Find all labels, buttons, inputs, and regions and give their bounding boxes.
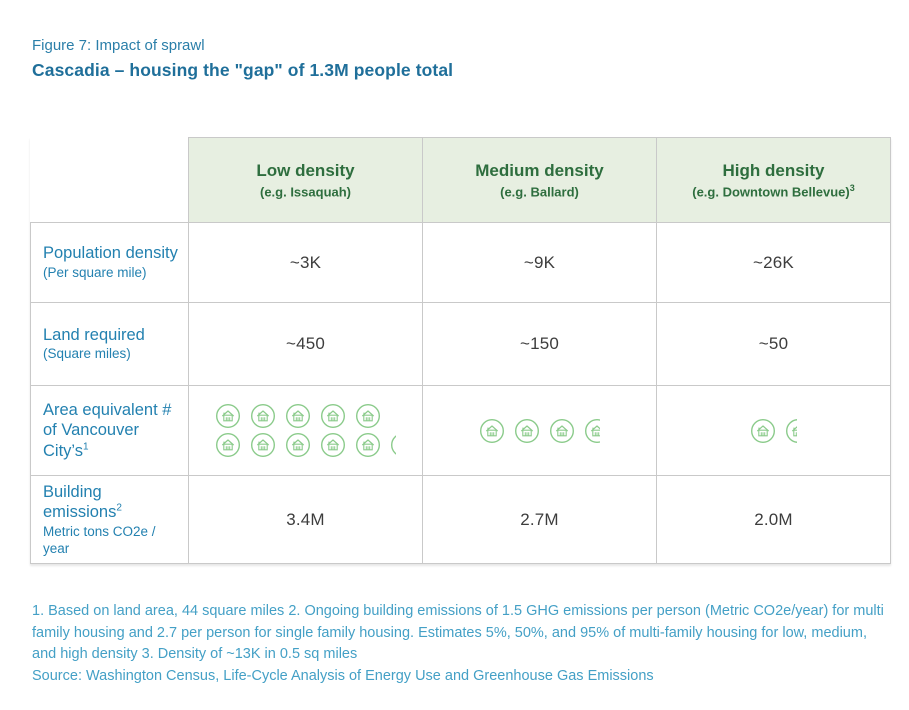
cell-land-medium: ~150 <box>422 302 657 386</box>
house-icon <box>250 432 276 458</box>
cell-population-low: ~3K <box>188 222 423 303</box>
column-title: Medium density <box>475 161 604 181</box>
house-icon-group <box>750 418 797 444</box>
corner-spacer <box>31 138 189 223</box>
row-label-subtitle: (Square miles) <box>43 346 131 362</box>
row-label-building-emissions: Building emissions2 Metric tons CO2e / y… <box>30 475 189 564</box>
column-header-high-density: High density (e.g. Downtown Bellevue)3 <box>656 137 891 223</box>
table-row-area-equivalent: Area equivalent # of Vancouver City’s1 <box>30 385 891 476</box>
cell-area-medium-icons <box>422 385 657 476</box>
row-label-title: Building emissions2 <box>43 482 122 522</box>
house-icon-group <box>479 418 600 444</box>
cell-area-high-icons <box>656 385 891 476</box>
title-block: Figure 7: Impact of sprawl Cascadia – ho… <box>32 36 453 81</box>
partial-house-icon <box>390 432 396 458</box>
house-icon <box>215 432 241 458</box>
house-icon <box>479 418 505 443</box>
row-label-population-density: Population density (Per square mile) <box>30 222 189 303</box>
row-label-land-required: Land required (Square miles) <box>30 302 189 386</box>
row-label-title: Area equivalent # <box>43 400 172 419</box>
house-icon <box>750 418 776 443</box>
row-label-subtitle: Metric tons CO2e / year <box>43 523 156 556</box>
row-label-subtitle: (Per square mile) <box>43 264 147 280</box>
table-row-population-density: Population density (Per square mile) ~3K… <box>30 222 891 303</box>
house-icon <box>355 403 381 429</box>
table-row-land-required: Land required (Square miles) ~450 ~150 ~… <box>30 302 891 386</box>
house-icon <box>514 418 540 443</box>
figure-label: Figure 7: Impact of sprawl <box>32 37 205 54</box>
page-title: Cascadia – housing the "gap" of 1.3M peo… <box>32 60 454 81</box>
column-header-medium-density: Medium density (e.g. Ballard) <box>422 137 657 223</box>
house-icon-row <box>215 403 396 429</box>
row-label-area-equivalent: Area equivalent # of Vancouver City’s1 <box>30 385 189 476</box>
house-icon <box>391 435 396 455</box>
cell-population-medium: ~9K <box>422 222 657 303</box>
house-icon <box>585 418 600 443</box>
column-subtitle: (e.g. Issaquah) <box>259 184 352 200</box>
house-icon <box>320 403 346 429</box>
house-icon <box>355 432 381 458</box>
cell-area-low-icons <box>188 385 423 476</box>
footnotes-text: 1. Based on land area, 44 square miles 2… <box>32 603 884 662</box>
column-title: Low density <box>256 161 355 181</box>
house-icon-row <box>479 418 600 444</box>
table-header-row: Low density (e.g. Issaquah) Medium densi… <box>31 137 891 223</box>
cell-emissions-low: 3.4M <box>188 475 423 564</box>
house-icon <box>549 418 575 443</box>
house-icon-group <box>215 403 396 458</box>
column-title: High density <box>722 161 825 181</box>
partial-house-icon <box>584 418 600 444</box>
row-label-title: Population density <box>43 244 178 263</box>
cell-land-high: ~50 <box>656 302 891 386</box>
house-icon <box>215 403 241 429</box>
cell-population-high: ~26K <box>656 222 891 303</box>
row-label-title: Land required <box>43 325 145 344</box>
column-subtitle: (e.g. Downtown Bellevue)3 <box>692 183 855 200</box>
house-icon <box>285 403 311 429</box>
source-line: Source: Washington Census, Life-Cycle An… <box>32 667 654 684</box>
house-icon <box>786 418 797 443</box>
density-comparison-table: Low density (e.g. Issaquah) Medium densi… <box>30 137 891 564</box>
partial-house-icon <box>785 418 797 444</box>
cell-emissions-high: 2.0M <box>656 475 891 564</box>
cell-emissions-medium: 2.7M <box>422 475 657 564</box>
table-row-building-emissions: Building emissions2 Metric tons CO2e / y… <box>30 475 891 564</box>
house-icon <box>320 432 346 458</box>
footnote-block: 1. Based on land area, 44 square miles 2… <box>32 601 890 687</box>
column-subtitle: (e.g. Ballard) <box>500 184 579 200</box>
cell-land-low: ~450 <box>188 302 423 386</box>
house-icon-row <box>215 432 396 458</box>
row-label-subtitle: of Vancouver City’s1 <box>43 421 140 460</box>
column-header-low-density: Low density (e.g. Issaquah) <box>188 137 423 223</box>
house-icon <box>250 403 276 429</box>
house-icon <box>285 432 311 458</box>
house-icon-row <box>750 418 797 444</box>
